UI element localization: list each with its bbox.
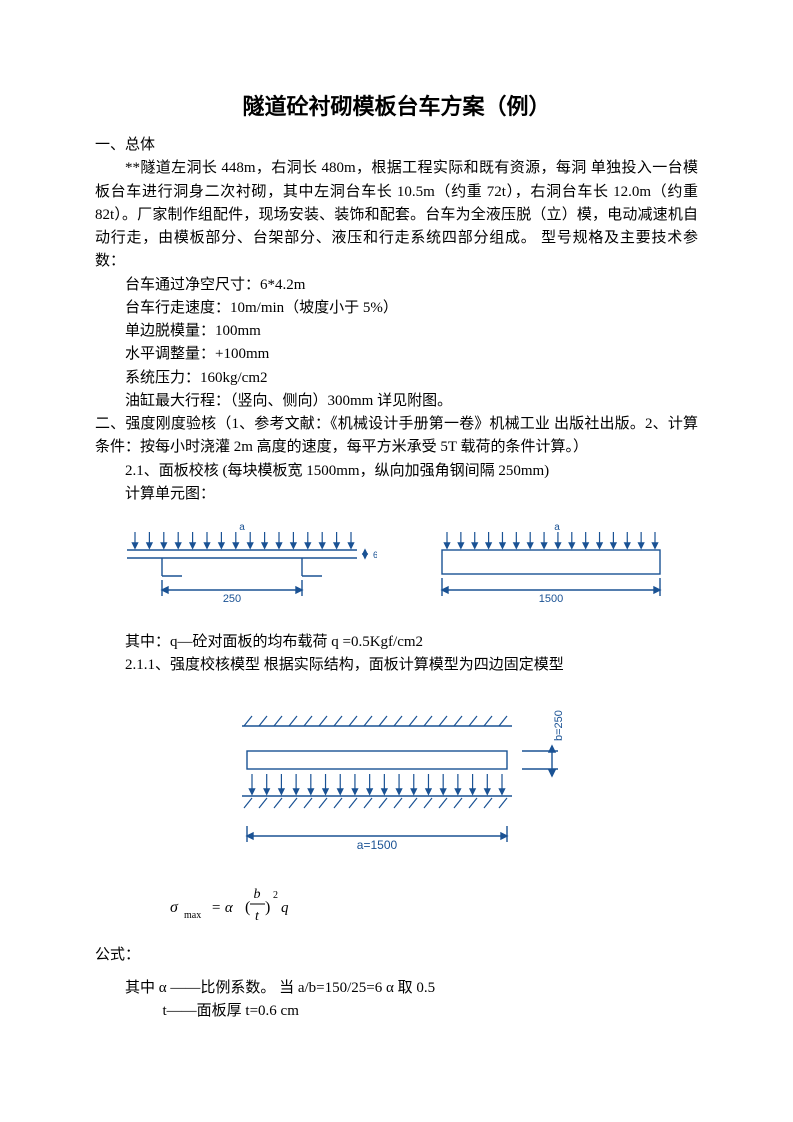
sec1-para1: **隧道左洞长 448m，右洞长 480m，根据工程实际和既有资源，每洞 单独投… — [95, 157, 698, 273]
frac-bot: t — [255, 909, 260, 924]
spec3: 单边脱模量：100mm — [95, 320, 698, 343]
lparen: ( — [245, 899, 250, 916]
sigma: σ — [170, 899, 179, 916]
spec1: 台车通过净空尺寸：6*4.2m — [95, 274, 698, 297]
diagram-right: 1500 a — [417, 518, 687, 613]
formula-svg: σ max = α ( b t ) 2 q — [165, 878, 365, 930]
s21: 2.1、面板校核 (每块模板宽 1500mm，纵向加强角钢间隔 250mm) — [95, 460, 698, 483]
page-title: 隧道砼衬砌模板台车方案（例） — [95, 90, 698, 124]
spec6: 油缸最大行程：（竖向、侧向）300mm 详见附图。 — [95, 390, 698, 413]
eq-alpha: = α — [211, 900, 234, 916]
dim-a1500: a=1500 — [356, 838, 397, 852]
label-6: 6 — [373, 550, 377, 560]
alpha-line: 其中 α ——比例系数。 当 a/b=150/25=6 α 取 0.5 — [95, 977, 698, 1000]
s21b: 计算单元图： — [95, 483, 698, 506]
rparen: ) — [265, 899, 270, 916]
t-line: t——面板厚 t=0.6 cm — [95, 1000, 698, 1023]
formula-label: 公式： — [95, 944, 140, 971]
spec5: 系统压力：160kg/cm2 — [95, 367, 698, 390]
sec2-head: 二、强度刚度验核（1、参考文献：《机械设计手册第一卷》机械工业 出版社出版。2、… — [95, 413, 698, 460]
label-a-right: a — [554, 522, 560, 533]
diagram-2: b=250 a=1500 — [182, 696, 612, 856]
sec1-head: 一、总体 — [95, 134, 698, 157]
tail-q: q — [281, 900, 289, 916]
sigma-sub: max — [184, 910, 201, 921]
diagram-row-1: 250 a 6 1500 a — [95, 518, 698, 613]
dim-250: 250 — [222, 593, 240, 605]
s211: 2.1.1、强度校核模型 根据实际结构，面板计算模型为四边固定模型 — [95, 654, 698, 677]
diagram-2-wrap: b=250 a=1500 — [95, 696, 698, 856]
label-a-left: a — [239, 522, 245, 533]
dim-b250: b=250 — [553, 710, 565, 741]
spec2: 台车行走速度：10m/min（坡度小于 5%） — [95, 297, 698, 320]
spec4: 水平调整量：+100mm — [95, 343, 698, 366]
where-q: 其中：q—砼对面板的均布载荷 q =0.5Kgf/cm2 — [95, 631, 698, 654]
dim-1500: 1500 — [538, 593, 562, 605]
frac-top: b — [254, 887, 261, 902]
exp: 2 — [273, 890, 278, 901]
formula-svg-wrap: σ max = α ( b t ) 2 q — [95, 878, 698, 938]
diagram-left: 250 a 6 — [107, 518, 377, 613]
formula-block: 公式： — [95, 944, 698, 971]
